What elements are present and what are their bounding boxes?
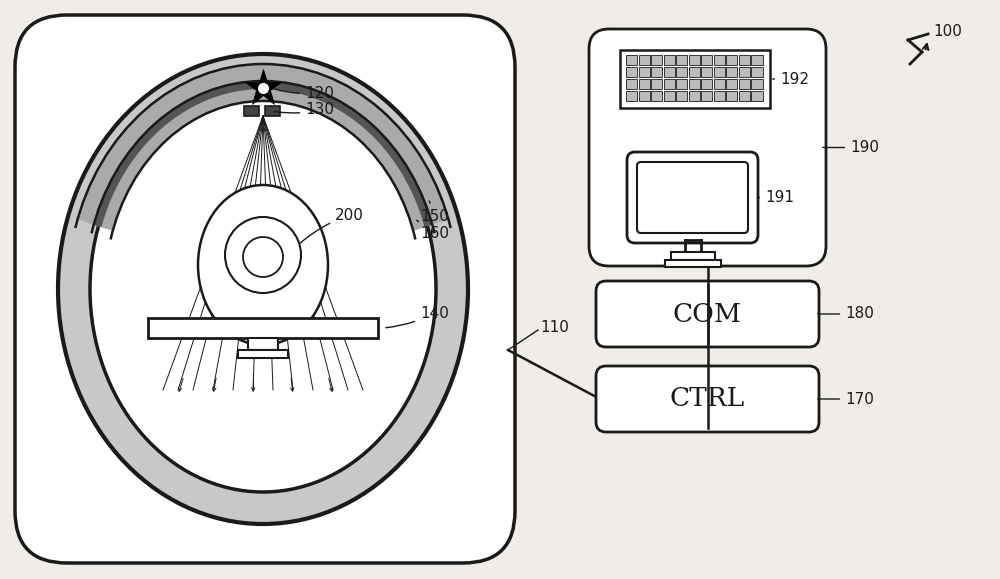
Bar bbox=[664, 79, 675, 89]
FancyBboxPatch shape bbox=[627, 152, 758, 243]
Bar bbox=[651, 91, 662, 101]
Text: CTRL: CTRL bbox=[670, 387, 745, 412]
FancyBboxPatch shape bbox=[637, 162, 748, 233]
Bar bbox=[676, 67, 687, 77]
Bar bbox=[726, 79, 737, 89]
Bar bbox=[676, 55, 687, 65]
Bar bbox=[626, 91, 637, 101]
Bar bbox=[701, 91, 712, 101]
FancyBboxPatch shape bbox=[596, 281, 819, 347]
Bar bbox=[714, 79, 725, 89]
Bar bbox=[714, 55, 725, 65]
Text: 170: 170 bbox=[818, 391, 874, 406]
Bar bbox=[244, 106, 259, 116]
Ellipse shape bbox=[58, 54, 468, 524]
Bar bbox=[664, 260, 720, 267]
Bar bbox=[714, 67, 725, 77]
Polygon shape bbox=[78, 64, 448, 231]
Bar bbox=[739, 91, 750, 101]
Bar bbox=[689, 91, 700, 101]
Bar bbox=[739, 55, 750, 65]
Bar bbox=[651, 67, 662, 77]
Bar bbox=[739, 67, 750, 77]
Ellipse shape bbox=[198, 185, 328, 345]
Bar bbox=[664, 91, 675, 101]
Bar bbox=[626, 79, 637, 89]
Text: 140: 140 bbox=[386, 306, 449, 328]
Text: 120: 120 bbox=[274, 86, 334, 101]
Polygon shape bbox=[94, 81, 432, 227]
FancyBboxPatch shape bbox=[596, 366, 819, 432]
Bar bbox=[676, 91, 687, 101]
Text: 191: 191 bbox=[758, 190, 794, 205]
Bar bbox=[265, 106, 280, 116]
Bar bbox=[248, 338, 278, 350]
FancyBboxPatch shape bbox=[589, 29, 826, 266]
Bar bbox=[689, 79, 700, 89]
Bar bbox=[626, 67, 637, 77]
Bar bbox=[726, 91, 737, 101]
Text: 200: 200 bbox=[300, 207, 364, 243]
Bar bbox=[651, 79, 662, 89]
Bar bbox=[751, 67, 763, 77]
Bar bbox=[739, 79, 750, 89]
Bar bbox=[726, 55, 737, 65]
Ellipse shape bbox=[243, 237, 283, 277]
Bar bbox=[689, 55, 700, 65]
Text: 190: 190 bbox=[823, 140, 879, 155]
Bar bbox=[148, 318, 378, 338]
FancyBboxPatch shape bbox=[15, 15, 515, 563]
Bar bbox=[751, 91, 763, 101]
Text: 110: 110 bbox=[540, 321, 569, 335]
Bar bbox=[639, 67, 650, 77]
Bar bbox=[626, 55, 637, 65]
Text: 130: 130 bbox=[274, 102, 334, 118]
Bar bbox=[676, 79, 687, 89]
Text: 100: 100 bbox=[933, 24, 962, 39]
Bar bbox=[639, 91, 650, 101]
Bar bbox=[670, 252, 714, 260]
Bar bbox=[664, 67, 675, 77]
Text: 180: 180 bbox=[818, 306, 874, 321]
Text: 192: 192 bbox=[773, 71, 809, 86]
Text: 160: 160 bbox=[417, 220, 449, 241]
Bar bbox=[639, 55, 650, 65]
Bar bbox=[664, 55, 675, 65]
Ellipse shape bbox=[90, 86, 436, 492]
Bar bbox=[701, 79, 712, 89]
Ellipse shape bbox=[225, 217, 301, 293]
Bar bbox=[701, 55, 712, 65]
Bar bbox=[620, 50, 770, 108]
Bar bbox=[751, 79, 763, 89]
Bar bbox=[726, 67, 737, 77]
Text: 150: 150 bbox=[420, 201, 449, 223]
Text: COM: COM bbox=[673, 302, 742, 327]
Bar bbox=[651, 55, 662, 65]
Bar bbox=[639, 79, 650, 89]
Bar bbox=[689, 67, 700, 77]
Bar bbox=[238, 350, 288, 358]
Bar bbox=[751, 55, 763, 65]
Bar bbox=[701, 67, 712, 77]
Bar bbox=[714, 91, 725, 101]
